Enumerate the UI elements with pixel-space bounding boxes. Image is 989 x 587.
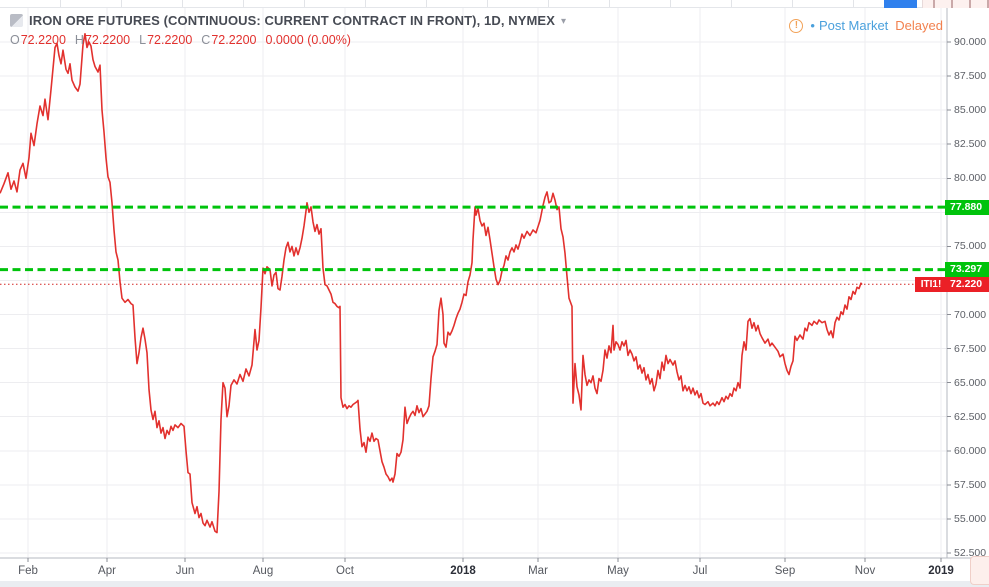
open-value: 72.2200 bbox=[20, 32, 66, 47]
time-tick-label: Mar bbox=[528, 565, 548, 577]
close-label: C bbox=[201, 32, 211, 47]
post-market-dot-icon: • bbox=[810, 18, 815, 33]
price-tick-label: 90.000 bbox=[954, 36, 987, 48]
price-tick-label: 60.000 bbox=[954, 445, 987, 457]
bottom-panel-edge bbox=[0, 581, 989, 587]
time-tick-label: Feb bbox=[18, 565, 38, 577]
price-tick-label: 87.500 bbox=[954, 70, 987, 82]
chevron-down-icon[interactable]: ▾ bbox=[560, 15, 567, 27]
symbol-header[interactable]: IRON ORE FUTURES (CONTINUOUS: CURRENT CO… bbox=[10, 12, 566, 29]
low-label: L bbox=[139, 32, 147, 47]
exclamation-icon[interactable]: ! bbox=[789, 18, 804, 33]
toolbar-fragment-strip bbox=[0, 0, 989, 8]
time-tick-label: 2019 bbox=[928, 565, 954, 577]
go-to-realtime-button[interactable] bbox=[970, 556, 989, 585]
series-symbol-tag: ITI1! bbox=[915, 277, 947, 292]
open-label: O bbox=[10, 32, 20, 47]
high-value: 72.2200 bbox=[84, 32, 131, 47]
time-tick-label: Jun bbox=[175, 565, 195, 577]
time-tick-label: 2018 bbox=[450, 565, 476, 577]
price-scale[interactable]: 90.00087.50085.00082.50080.00077.50075.0… bbox=[945, 0, 989, 587]
symbol-title[interactable]: IRON ORE FUTURES (CONTINUOUS: CURRENT CO… bbox=[29, 13, 555, 28]
time-scale[interactable]: Feb Apr Jun Aug Oct 2018 Mar May Jul Sep Nov 2019 bbox=[0, 563, 989, 581]
time-tick-label: Apr bbox=[98, 565, 116, 577]
price-tick-label: 82.500 bbox=[954, 138, 987, 150]
time-tick-label: Sep bbox=[774, 565, 796, 577]
level-price-label: 73.297 bbox=[945, 262, 989, 277]
market-status: ! • Post Market Delayed bbox=[789, 18, 943, 33]
post-market-label: Post Market bbox=[818, 18, 889, 33]
price-line-series[interactable] bbox=[0, 32, 863, 534]
price-tick-label: 75.000 bbox=[954, 240, 987, 252]
price-tick-label: 67.500 bbox=[954, 343, 987, 355]
time-tick-label: Aug bbox=[252, 565, 274, 577]
current-price-label: 72.220 bbox=[945, 277, 989, 292]
time-tick-label: Jul bbox=[692, 565, 708, 577]
price-tick-label: 62.500 bbox=[954, 411, 987, 423]
price-tick-label: 55.000 bbox=[954, 513, 987, 525]
level-price-label: 77.880 bbox=[945, 200, 989, 215]
time-tick-label: May bbox=[607, 565, 629, 577]
toolbar-button-fragment[interactable] bbox=[884, 0, 917, 8]
ohlc-readout: O 72.2200 H 72.2200 L 72.2200 C 72.2200 … bbox=[10, 32, 351, 47]
price-tick-label: 85.000 bbox=[954, 104, 987, 116]
change-value: 0.0000 (0.00%) bbox=[265, 32, 351, 47]
high-label: H bbox=[74, 32, 84, 47]
price-tick-label: 65.000 bbox=[954, 377, 987, 389]
delayed-badge: Delayed bbox=[895, 18, 943, 33]
symbol-logo-icon bbox=[10, 14, 23, 27]
time-tick-label: Oct bbox=[336, 565, 354, 577]
price-tick-label: 57.500 bbox=[954, 479, 987, 491]
low-value: 72.2200 bbox=[147, 32, 193, 47]
price-tick-label: 70.000 bbox=[954, 309, 987, 321]
price-tick-label: 80.000 bbox=[954, 172, 987, 184]
time-tick-label: Nov bbox=[854, 565, 876, 577]
close-value: 72.2200 bbox=[211, 32, 257, 47]
toolbar-panel-fragment bbox=[922, 0, 989, 8]
